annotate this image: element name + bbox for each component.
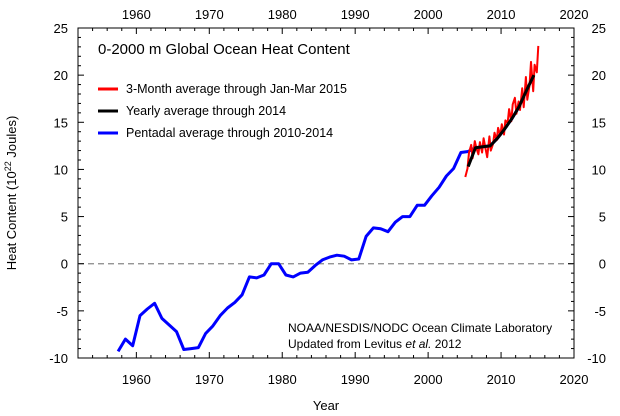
y-tick-label-left: 20 xyxy=(54,68,68,83)
y-axis-title: Heat Content (1022 Joules) xyxy=(3,116,19,271)
x-axis-title: Year xyxy=(313,398,340,413)
chart-title: 0-2000 m Global Ocean Heat Content xyxy=(98,41,351,58)
y-tick-label-left: 10 xyxy=(54,162,68,177)
y-axis-title-main: Heat Content (10 xyxy=(4,171,19,270)
source-note-line2-pre: Updated from Levitus xyxy=(288,337,405,351)
legend-label-yearly: Yearly average through 2014 xyxy=(126,104,286,118)
x-tick-label-bottom: 1970 xyxy=(195,372,224,387)
source-note-line2-post: 2012 xyxy=(431,337,461,351)
y-tick-label-right: -10 xyxy=(587,351,606,366)
x-tick-label-top: 1980 xyxy=(268,7,297,22)
y-tick-label-right: 10 xyxy=(592,162,606,177)
legend-label-3month: 3-Month average through Jan-Mar 2015 xyxy=(126,82,347,96)
x-tick-label-top: 2000 xyxy=(414,7,443,22)
series-3month-line xyxy=(464,45,540,178)
source-note-line2: Updated from Levitus et al. 2012 xyxy=(288,337,462,351)
x-tick-label-bottom: 2000 xyxy=(414,372,443,387)
y-tick-label-left: 25 xyxy=(54,21,68,36)
y-axis-title-tail: Joules) xyxy=(4,116,19,162)
y-axis-title-exponent: 22 xyxy=(3,161,13,171)
x-tick-label-top: 1970 xyxy=(195,7,224,22)
y-tick-label-right: 25 xyxy=(592,21,606,36)
y-tick-label-right: 0 xyxy=(599,257,606,272)
x-tick-label-bottom: 1960 xyxy=(122,372,151,387)
x-tick-label-bottom: 2020 xyxy=(560,372,589,387)
y-tick-label-right: 5 xyxy=(599,210,606,225)
x-tick-label-top: 1960 xyxy=(122,7,151,22)
y-tick-label-right: -5 xyxy=(594,304,606,319)
x-tick-label-bottom: 2010 xyxy=(487,372,516,387)
y-tick-label-left: -5 xyxy=(56,304,68,319)
y-tick-label-right: 20 xyxy=(592,68,606,83)
y-tick-label-left: 15 xyxy=(54,115,68,130)
source-note-line2-italic: et al. xyxy=(405,337,431,351)
x-tick-label-bottom: 1990 xyxy=(341,372,370,387)
source-note: NOAA/NESDIS/NODC Ocean Climate Laborator… xyxy=(288,321,552,351)
axis-ticks xyxy=(77,27,575,359)
series-layer xyxy=(116,45,540,353)
y-tick-label-left: 5 xyxy=(61,210,68,225)
y-tick-label-right: 15 xyxy=(592,115,606,130)
x-tick-label-top: 2020 xyxy=(560,7,589,22)
source-note-line1: NOAA/NESDIS/NODC Ocean Climate Laborator… xyxy=(288,321,552,335)
y-tick-label-left: 0 xyxy=(61,257,68,272)
series-yearly-line xyxy=(466,74,536,168)
x-tick-label-top: 2010 xyxy=(487,7,516,22)
x-tick-label-top: 1990 xyxy=(341,7,370,22)
legend: 3-Month average through Jan-Mar 2015 Yea… xyxy=(98,82,347,140)
x-tick-label-bottom: 1980 xyxy=(268,372,297,387)
plot-frame xyxy=(77,27,575,359)
legend-label-pentadal: Pentadal average through 2010-2014 xyxy=(126,126,333,140)
axis-tick-labels: 1960196019701970198019801990199020002000… xyxy=(49,7,606,387)
series-pentadal-line xyxy=(116,105,521,353)
y-tick-label-left: -10 xyxy=(49,351,68,366)
